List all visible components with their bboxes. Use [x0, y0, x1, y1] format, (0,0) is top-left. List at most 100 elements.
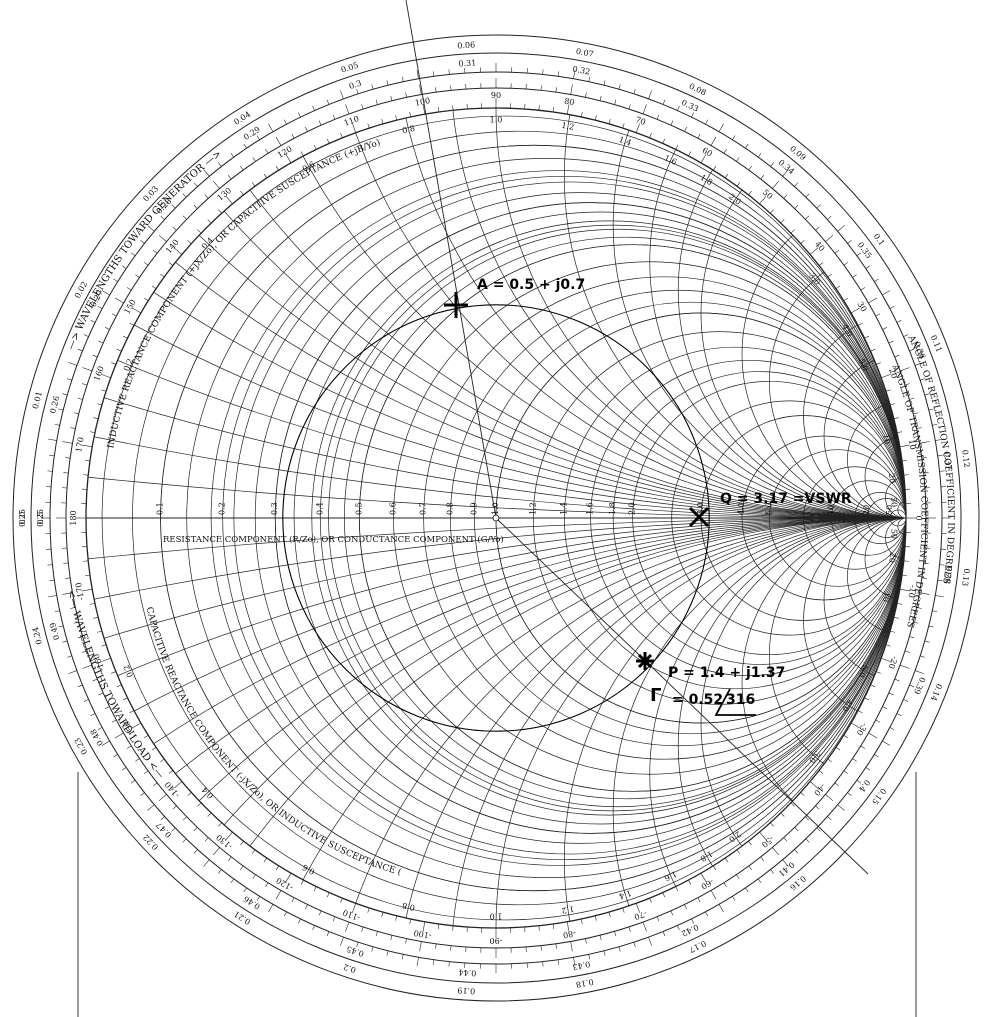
scale-tick — [843, 297, 849, 301]
scale-tick — [794, 182, 799, 187]
scale-tick — [794, 204, 799, 209]
scale-tick — [850, 307, 860, 314]
scale-tick — [143, 770, 149, 774]
scale-tick — [852, 758, 857, 762]
scale-tick — [736, 182, 741, 187]
wavelength-load-label: 0.38 — [942, 566, 953, 585]
scale-tick — [920, 655, 926, 658]
scale-tick — [291, 133, 295, 139]
wavelength-load-label: 0.44 — [458, 968, 476, 978]
angle-label: -140 — [163, 780, 181, 800]
reactance-arc — [847, 517, 906, 636]
scale-tick — [594, 115, 597, 121]
scale-tick — [435, 943, 437, 949]
scale-tick — [825, 794, 834, 802]
scale-tick — [168, 262, 174, 266]
reactance-arc — [612, 517, 906, 928]
scale-tick — [783, 837, 788, 842]
scale-tick — [171, 827, 176, 832]
scale-tick — [172, 226, 177, 231]
scale-tick — [675, 144, 679, 150]
scale-tick — [827, 215, 832, 220]
scale-tick — [367, 907, 370, 913]
scale-tick — [381, 912, 384, 918]
scale-tick — [47, 595, 57, 598]
scale-tick — [622, 907, 625, 913]
scale-tick — [760, 175, 765, 180]
angle-label: 50 — [761, 188, 775, 201]
scale-tick — [130, 252, 136, 257]
angle-symbol — [714, 688, 756, 716]
angle-label: 160 — [92, 365, 106, 382]
scale-tick — [710, 136, 717, 146]
angle-label: -80 — [562, 929, 576, 940]
reactance-label: 0.2 — [122, 664, 135, 679]
scale-tick — [432, 71, 435, 77]
scale-tick — [759, 831, 767, 840]
scale-tick — [790, 229, 795, 234]
scale-tick — [153, 249, 158, 254]
scale-tick — [924, 640, 930, 643]
scale-tick — [538, 925, 540, 931]
scale-tick — [670, 120, 674, 126]
scale-tick — [800, 792, 805, 796]
scale-tick — [588, 954, 591, 960]
scale-tick — [96, 630, 102, 633]
scale-tick — [422, 104, 426, 115]
scale-tick — [888, 340, 894, 344]
angle-label: 140 — [164, 238, 181, 255]
scale-tick — [904, 383, 910, 386]
resistance-label: 1.8 — [608, 502, 617, 515]
reactance-arc — [563, 108, 906, 519]
wavelength-load-label: 0.31 — [458, 58, 476, 68]
scale-tick — [332, 916, 336, 922]
reactance-label: 1.6 — [663, 869, 678, 883]
angle-label: 70 — [634, 115, 647, 127]
scale-tick — [390, 95, 393, 101]
wavelength-gen-label: 0.0 — [18, 512, 27, 525]
scale-tick — [935, 595, 945, 598]
scale-tick — [700, 154, 707, 164]
reactance-arc — [649, 108, 906, 519]
scale-tick — [416, 69, 419, 79]
scale-tick — [212, 847, 220, 856]
resistance-label: 20 — [862, 505, 871, 515]
scale-tick — [151, 747, 157, 751]
scale-tick — [101, 389, 107, 392]
scale-tick — [870, 684, 876, 688]
scale-tick — [881, 657, 891, 662]
scale-tick — [923, 562, 929, 564]
scale-tick — [182, 816, 187, 821]
scale-tick — [928, 408, 934, 411]
reactance-label: 2.0 — [727, 192, 743, 207]
scale-tick — [371, 84, 374, 90]
scale-tick — [896, 431, 902, 434]
scale-tick — [736, 874, 740, 879]
scale-tick — [718, 904, 724, 913]
scale-tick — [318, 120, 322, 126]
reflection-angle-caption: ANGLE OF REFLECTION COEFFICIENT IN DEGRE… — [905, 333, 955, 584]
scale-tick — [916, 607, 922, 609]
scale-tick — [240, 865, 244, 871]
scale-tick — [243, 143, 247, 149]
scale-tick — [662, 892, 666, 898]
scale-tick — [63, 472, 69, 474]
scale-tick — [312, 105, 315, 111]
scale-tick — [697, 897, 701, 903]
scale-tick — [62, 393, 68, 396]
scale-tick — [888, 692, 894, 696]
scale-tick — [409, 112, 412, 118]
scale-tick — [126, 745, 132, 749]
scale-tick — [143, 297, 149, 301]
scale-tick — [573, 957, 576, 967]
scale-tick — [919, 441, 930, 444]
scale-tick — [815, 226, 820, 231]
scale-tick — [313, 144, 317, 150]
scale-tick — [126, 287, 132, 291]
scale-tick — [419, 941, 422, 952]
wavelength-gen-label: 0.2 — [342, 962, 357, 974]
scale-tick — [805, 193, 810, 198]
scale-tick — [649, 898, 652, 903]
scale-tick — [132, 307, 142, 314]
reactance-arc — [563, 517, 906, 928]
